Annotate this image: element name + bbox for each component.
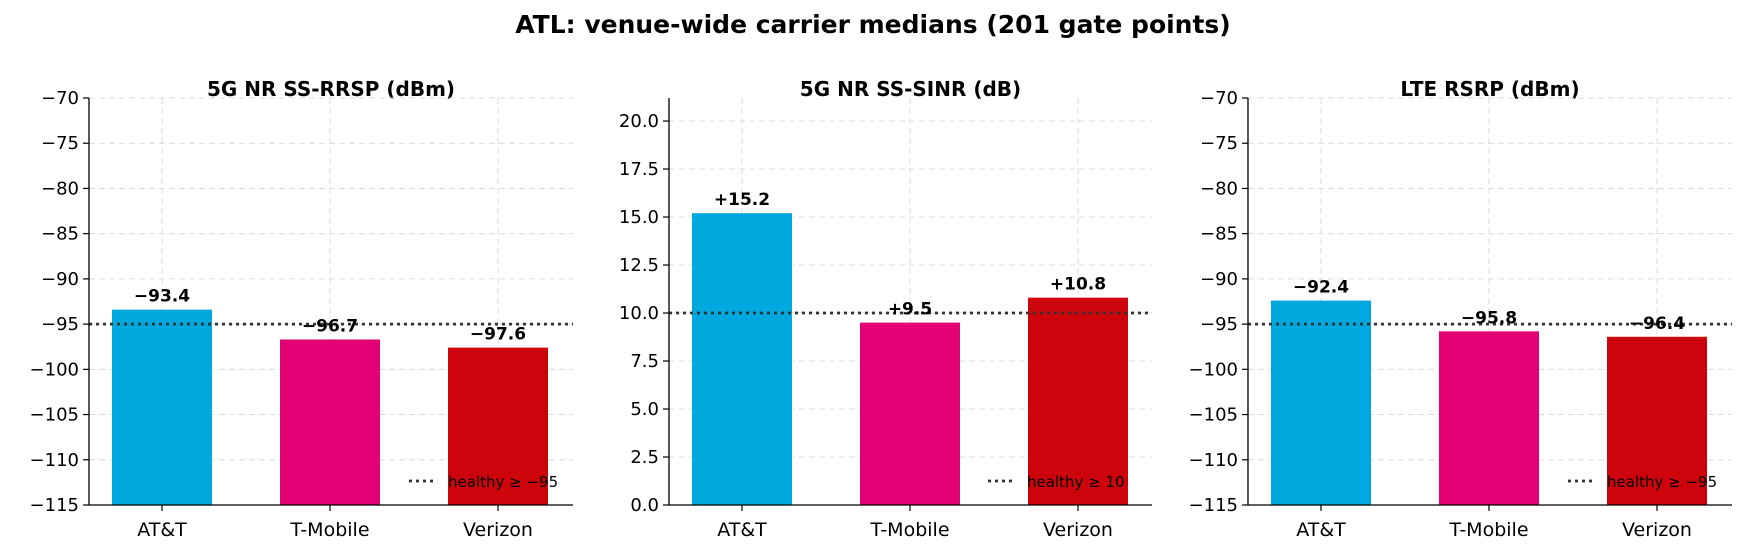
legend-label: healthy ≥ −95 bbox=[1607, 473, 1717, 491]
x-tick-label: T-Mobile bbox=[289, 519, 369, 541]
subplot-title: 5G NR SS-RRSP (dBm) bbox=[207, 77, 455, 101]
x-tick-label: AT&T bbox=[1296, 519, 1346, 541]
y-tick-label: 17.5 bbox=[619, 159, 659, 180]
y-tick-label: −115 bbox=[1189, 495, 1238, 516]
y-tick-label: −80 bbox=[41, 178, 79, 199]
x-tick-label: Verizon bbox=[1622, 519, 1692, 541]
x-tick-label: T-Mobile bbox=[869, 519, 949, 541]
bar-value-label: −95.8 bbox=[1461, 308, 1517, 328]
x-tick-label: AT&T bbox=[717, 519, 767, 541]
bar-value-label: +9.5 bbox=[888, 300, 932, 320]
bar-value-label: +15.2 bbox=[714, 190, 770, 210]
bar-value-label: −96.4 bbox=[1629, 314, 1685, 334]
y-tick-label: −90 bbox=[41, 269, 79, 290]
x-tick-label: AT&T bbox=[137, 519, 187, 541]
bar-tmobile bbox=[1439, 331, 1539, 505]
figure-title: ATL: venue-wide carrier medians (201 gat… bbox=[515, 10, 1231, 39]
bar-tmobile bbox=[280, 339, 380, 505]
bar-value-label: −97.6 bbox=[470, 325, 526, 345]
legend-label: healthy ≥ 10 bbox=[1027, 473, 1125, 491]
bar-att bbox=[692, 213, 792, 506]
bar-att bbox=[1271, 300, 1371, 505]
y-tick-label: 7.5 bbox=[630, 351, 659, 372]
y-tick-label: −95 bbox=[41, 314, 79, 335]
y-tick-label: −100 bbox=[1189, 359, 1238, 380]
y-tick-label: −80 bbox=[1200, 178, 1238, 199]
bar-tmobile bbox=[860, 322, 960, 505]
y-tick-label: −70 bbox=[41, 88, 79, 109]
bar-att bbox=[112, 309, 212, 505]
subplot-title: 5G NR SS-SINR (dB) bbox=[800, 77, 1021, 101]
bar-value-label: −96.7 bbox=[302, 316, 358, 336]
bar-value-label: −92.4 bbox=[1293, 278, 1349, 298]
subplot-title: LTE RSRP (dBm) bbox=[1400, 77, 1579, 101]
x-tick-label: Verizon bbox=[463, 519, 533, 541]
y-tick-label: 5.0 bbox=[630, 399, 659, 420]
x-tick-label: Verizon bbox=[1043, 519, 1113, 541]
x-tick-label: T-Mobile bbox=[1448, 519, 1528, 541]
y-tick-label: −110 bbox=[1189, 450, 1238, 471]
y-tick-label: 2.5 bbox=[630, 447, 659, 468]
y-tick-label: −105 bbox=[30, 405, 79, 426]
y-tick-label: −85 bbox=[41, 224, 79, 245]
y-tick-label: −75 bbox=[1200, 133, 1238, 154]
y-tick-label: −100 bbox=[30, 359, 79, 380]
bar-value-label: −93.4 bbox=[134, 287, 190, 307]
y-tick-label: −90 bbox=[1200, 269, 1238, 290]
y-tick-label: −85 bbox=[1200, 224, 1238, 245]
y-tick-label: −75 bbox=[41, 133, 79, 154]
bar-value-label: +10.8 bbox=[1050, 275, 1106, 295]
y-tick-label: 15.0 bbox=[619, 207, 659, 228]
y-tick-label: −95 bbox=[1200, 314, 1238, 335]
y-tick-label: −105 bbox=[1189, 405, 1238, 426]
y-tick-label: −70 bbox=[1200, 88, 1238, 109]
bar-verizon bbox=[448, 347, 548, 505]
bar-verizon bbox=[1607, 336, 1707, 505]
y-tick-label: −110 bbox=[30, 450, 79, 471]
y-tick-label: 12.5 bbox=[619, 255, 659, 276]
y-tick-label: −115 bbox=[30, 495, 79, 516]
legend-label: healthy ≥ −95 bbox=[448, 473, 558, 491]
y-tick-label: 0.0 bbox=[630, 495, 659, 516]
y-tick-label: 20.0 bbox=[619, 111, 659, 132]
bar-verizon bbox=[1028, 297, 1128, 505]
y-tick-label: 10.0 bbox=[619, 303, 659, 324]
